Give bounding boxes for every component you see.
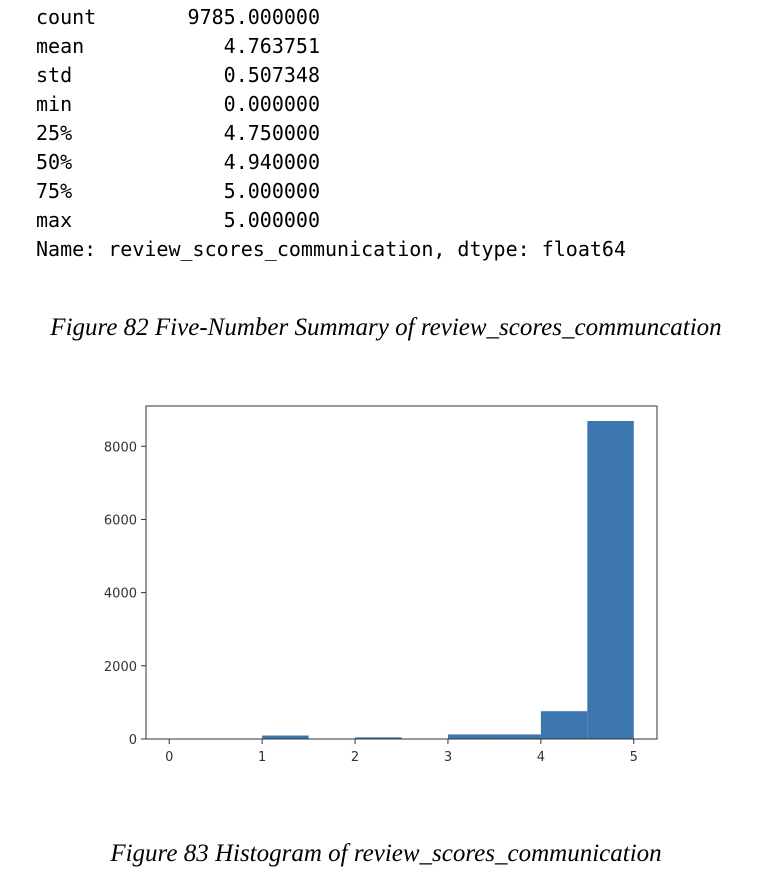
summary-rows: count 9785.000000 mean 4.763751 std 0.507348 m… [36, 3, 626, 235]
plot-frame [145, 405, 658, 740]
x-tick-label: 4 [537, 750, 545, 765]
histogram-bar [447, 734, 495, 739]
summary-stat-name: 50% [36, 150, 73, 174]
summary-stat-value: 5.000000 [223, 208, 320, 232]
figure-83-caption: Figure 83 Histogram of review_scores_com… [110, 840, 662, 867]
histogram-chart: 0 1 2 3 4 5 0 2000 4000 6000 8000 [104, 405, 658, 765]
summary-stat-value: 9785.000000 [187, 5, 320, 29]
summary-row: std 0.507348 [36, 61, 626, 90]
x-tick-label: 2 [351, 750, 359, 765]
y-tick-label: 6000 [104, 513, 137, 528]
summary-row: max 5.000000 [36, 206, 626, 235]
histogram-bar [587, 421, 634, 739]
y-tick-label: 4000 [104, 587, 137, 602]
figure-82-caption: Figure 82 Five-Number Summary of review_… [50, 314, 722, 341]
summary-stat-value: 0.000000 [223, 92, 320, 116]
x-tick-label: 5 [630, 750, 638, 765]
summary-row: count 9785.000000 [36, 3, 626, 32]
summary-stat-value: 4.750000 [223, 121, 320, 145]
summary-stat-value: 4.940000 [223, 150, 320, 174]
histogram-bar [494, 734, 541, 739]
summary-row: 75% 5.000000 [36, 177, 626, 206]
five-number-summary: count 9785.000000 mean 4.763751 std 0.507348 m… [36, 3, 626, 264]
summary-row: 25% 4.750000 [36, 119, 626, 148]
histogram-bar [262, 735, 309, 739]
summary-row: min 0.000000 [36, 90, 626, 119]
summary-stat-name: 25% [36, 121, 73, 145]
x-tick-label: 3 [444, 750, 452, 765]
summary-row: mean 4.763751 [36, 32, 626, 61]
x-tick-label: 1 [258, 750, 266, 765]
summary-stat-name: count [36, 5, 97, 29]
summary-stat-name: max [36, 208, 73, 232]
histogram-bar [540, 711, 588, 739]
summary-stat-name: 75% [36, 179, 73, 203]
y-tick-label: 0 [129, 733, 137, 748]
summary-stat-value: 5.000000 [223, 179, 320, 203]
x-tick-label: 0 [165, 750, 173, 765]
summary-stat-name: std [36, 63, 73, 87]
y-tick-label: 8000 [104, 440, 137, 455]
summary-stat-name: mean [36, 34, 85, 58]
y-tick-label: 2000 [104, 660, 137, 675]
histogram-bar [355, 737, 402, 739]
summary-row: 50% 4.940000 [36, 148, 626, 177]
summary-stat-value: 4.763751 [223, 34, 320, 58]
summary-footer: Name: review_scores_communication, dtype… [36, 237, 627, 261]
summary-stat-name: min [36, 92, 73, 116]
summary-stat-value: 0.507348 [223, 63, 320, 87]
